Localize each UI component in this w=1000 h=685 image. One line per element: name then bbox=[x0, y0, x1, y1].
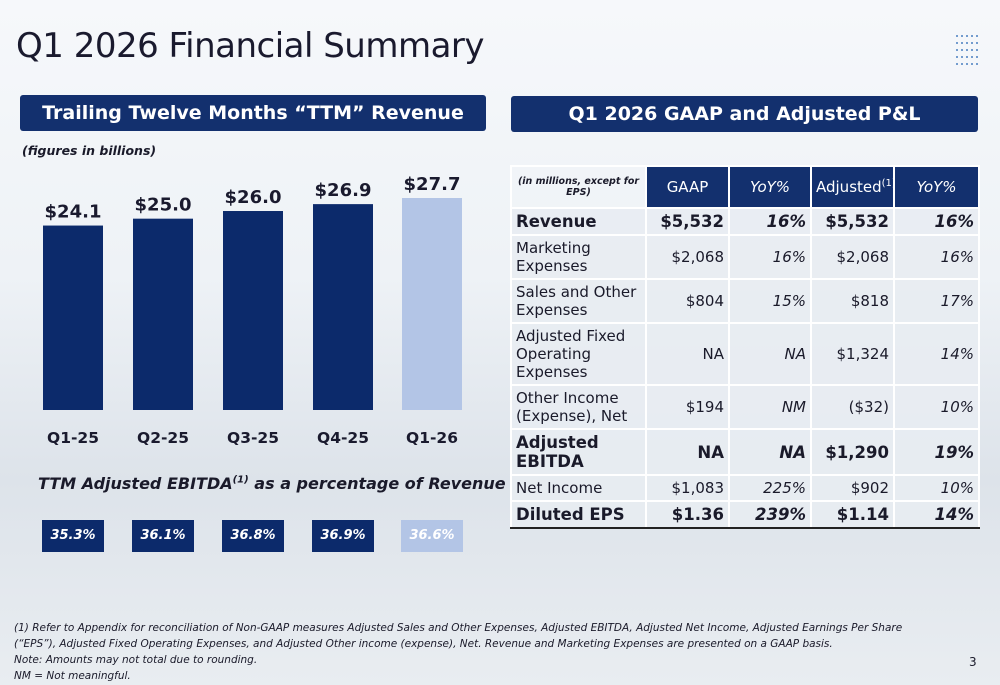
bar bbox=[133, 218, 193, 410]
table-row: Adjusted Fixed Operating Expenses NA NA $1,… bbox=[510, 322, 980, 386]
table-cell: ($32) bbox=[810, 384, 895, 430]
table-cell: $1,290 bbox=[810, 428, 895, 476]
x-tick-label: Q1-26 bbox=[406, 429, 458, 447]
x-tick-label: Q4-25 bbox=[317, 429, 369, 447]
ebitda-title-text: TTM Adjusted EBITDA bbox=[38, 474, 233, 493]
table-cell: Revenue bbox=[510, 207, 647, 236]
footnote: (1) Refer to Appendix for reconciliation… bbox=[14, 622, 903, 650]
table-row: Diluted EPS $1.36 239% $1.14 14% bbox=[510, 500, 980, 529]
table-cell: 14% bbox=[893, 322, 980, 386]
table-cell: $804 bbox=[645, 278, 730, 324]
ebitda-box: 36.1% bbox=[132, 520, 194, 552]
x-tick-label: Q1-25 bbox=[47, 429, 99, 447]
pl-table: (in millions, except for EPS) GAAP YoY% … bbox=[510, 165, 980, 529]
header-cell: GAAP bbox=[645, 165, 730, 209]
table-cell: Marketing Expenses bbox=[510, 234, 647, 280]
table-title: Q1 2026 GAAP and Adjusted P&L bbox=[511, 96, 978, 132]
table-cell: 16% bbox=[728, 207, 812, 236]
header-cell: YoY% bbox=[893, 165, 980, 209]
header-cell: (in millions, except for EPS) bbox=[510, 165, 647, 209]
table-cell: Diluted EPS bbox=[510, 500, 647, 529]
table-cell: NM bbox=[728, 384, 812, 430]
table-cell: 19% bbox=[893, 428, 980, 476]
x-tick-label: Q3-25 bbox=[227, 429, 279, 447]
table-row: Revenue $5,532 16% $5,532 16% bbox=[510, 207, 980, 236]
table-cell: 17% bbox=[893, 278, 980, 324]
table-cell: Sales and Other Expenses bbox=[510, 278, 647, 324]
table-cell: Other Income (Expense), Net bbox=[510, 384, 647, 430]
chart: $24.1 Q1-25 $25.0 Q2-25 $26.0 Q3-25 $26.9 Q4-25… bbox=[43, 174, 462, 447]
table-cell: 10% bbox=[893, 384, 980, 430]
table-cell: $2,068 bbox=[645, 234, 730, 280]
header-cell: YoY% bbox=[728, 165, 812, 209]
table-row: Adjusted EBITDA NA NA $1,290 19% bbox=[510, 428, 980, 476]
table-cell: Adjusted Fixed Operating Expenses bbox=[510, 322, 647, 386]
ebitda-title: TTM Adjusted EBITDA(1) as a percentage o… bbox=[38, 474, 506, 493]
slide-title: Q1 2026 Financial Summary bbox=[16, 26, 485, 66]
table-cell: 14% bbox=[893, 500, 980, 529]
table-cell: $1,324 bbox=[810, 322, 895, 386]
ebitda-title-sup: (1) bbox=[232, 474, 249, 486]
ebitda-box: 36.8% bbox=[222, 520, 284, 552]
table-cell: $5,532 bbox=[810, 207, 895, 236]
footnote: NM = Not meaningful. bbox=[14, 670, 131, 682]
ebitda-box: 35.3% bbox=[42, 520, 104, 552]
table-cell: $1,083 bbox=[645, 474, 730, 502]
header-sup: (1) bbox=[881, 178, 896, 189]
table-cell: 16% bbox=[893, 207, 980, 236]
header-row: (in millions, except for EPS) GAAP YoY% … bbox=[510, 165, 980, 209]
x-tick-label: Q2-25 bbox=[137, 429, 189, 447]
page-number: 3 bbox=[969, 655, 977, 669]
table-cell: $818 bbox=[810, 278, 895, 324]
table-cell: $1.14 bbox=[810, 500, 895, 529]
bar bbox=[313, 204, 373, 410]
table-cell: $194 bbox=[645, 384, 730, 430]
table-cell: 16% bbox=[893, 234, 980, 280]
bar bbox=[402, 198, 462, 410]
value-label: $24.1 bbox=[45, 202, 102, 223]
table-row: Marketing Expenses $2,068 16% $2,068 16% bbox=[510, 234, 980, 280]
table-cell: 239% bbox=[728, 500, 812, 529]
header-cell: Adjusted(1) bbox=[810, 165, 896, 209]
table-row: Sales and Other Expenses $804 15% $818 17% bbox=[510, 278, 980, 324]
footnotes: (1) Refer to Appendix for reconciliation… bbox=[14, 620, 944, 684]
table-cell: NA bbox=[728, 428, 812, 476]
table-cell: $1.36 bbox=[645, 500, 730, 529]
ebitda-box: 36.6% bbox=[401, 520, 463, 552]
table-cell: NA bbox=[645, 428, 730, 476]
logo bbox=[956, 35, 978, 65]
table-cell: 16% bbox=[728, 234, 812, 280]
table-cell: $902 bbox=[810, 474, 895, 502]
table-cell: 225% bbox=[728, 474, 812, 502]
chart-title: Trailing Twelve Months “TTM” Revenue bbox=[20, 95, 486, 131]
footnote: Note: Amounts may not total due to round… bbox=[14, 654, 258, 666]
table-cell: Net Income bbox=[510, 474, 647, 502]
ebitda-box: 36.9% bbox=[312, 520, 374, 552]
table-cell: 15% bbox=[728, 278, 812, 324]
table-row: Net Income $1,083 225% $902 10% bbox=[510, 474, 980, 502]
header-text: Adjusted bbox=[816, 178, 882, 196]
value-label: $26.9 bbox=[315, 180, 372, 201]
value-label: $26.0 bbox=[225, 187, 282, 208]
value-label: $25.0 bbox=[135, 195, 192, 216]
table-cell: 10% bbox=[893, 474, 980, 502]
table-cell: Adjusted EBITDA bbox=[510, 428, 647, 476]
bar bbox=[43, 225, 103, 410]
value-label: $27.7 bbox=[404, 174, 461, 195]
table-row: Other Income (Expense), Net $194 NM ($32) 10… bbox=[510, 384, 980, 430]
table-cell: $2,068 bbox=[810, 234, 895, 280]
chart-subtitle: (figures in billions) bbox=[22, 143, 157, 158]
table-cell: NA bbox=[728, 322, 812, 386]
bar bbox=[223, 211, 283, 410]
table-cell: NA bbox=[645, 322, 730, 386]
ebitda-title-end: as a percentage of Revenue bbox=[254, 474, 506, 493]
table-cell: $5,532 bbox=[645, 207, 730, 236]
